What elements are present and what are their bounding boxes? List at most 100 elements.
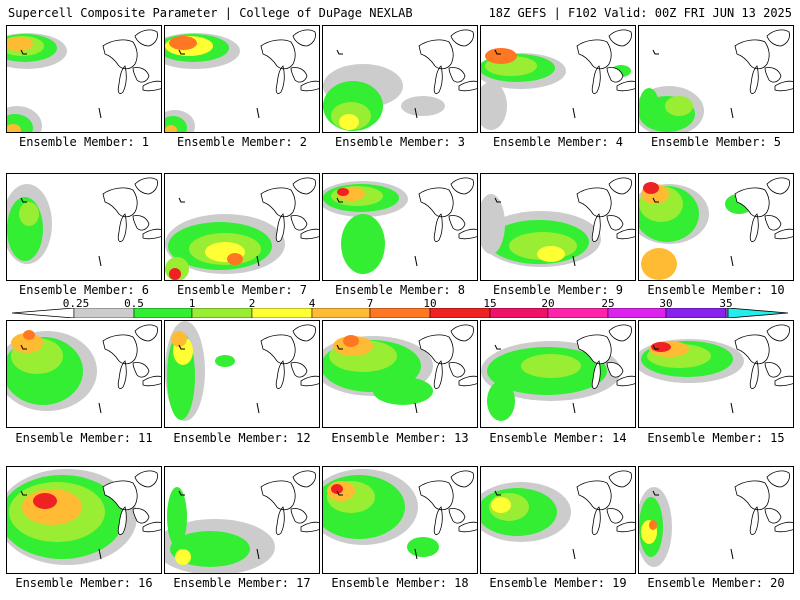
map-plot-9	[481, 177, 635, 267]
legend-swatch	[191, 308, 253, 318]
ensemble-map-16	[6, 466, 162, 574]
great-lakes-outline	[576, 324, 635, 389]
scp-contour	[169, 268, 181, 280]
legend-overflow-triangle	[727, 308, 788, 318]
map-plot-18	[323, 469, 477, 560]
great-lakes-outline	[734, 470, 793, 535]
ensemble-member-label: Ensemble Member: 15	[647, 431, 785, 445]
map-plot-11	[7, 324, 161, 414]
river-line	[256, 107, 260, 119]
scp-contour	[33, 493, 57, 509]
river-line	[652, 49, 659, 55]
map-plot-17	[165, 470, 319, 573]
great-lakes-outline	[576, 177, 635, 242]
map-plot-1	[7, 29, 161, 132]
ensemble-member-label: Ensemble Member: 2	[176, 135, 308, 149]
ensemble-map-5	[638, 25, 794, 133]
scp-contour	[485, 48, 517, 64]
run-valid-time: 18Z GEFS | F102 Valid: 00Z FRI JUN 13 20…	[488, 6, 792, 20]
river-line	[98, 107, 102, 119]
great-lakes-outline	[576, 29, 635, 94]
map-plot-3	[323, 29, 477, 131]
legend-swatch	[311, 308, 371, 318]
map-plot-2	[165, 29, 319, 132]
river-line	[336, 49, 343, 55]
river-line	[652, 197, 659, 203]
ensemble-map-14	[480, 320, 636, 428]
ensemble-member-label: Ensemble Member: 14	[489, 431, 627, 445]
map-plot-6	[7, 177, 161, 267]
map-plot-7	[165, 177, 319, 280]
river-line	[256, 402, 260, 414]
legend-swatch	[547, 308, 609, 318]
legend-swatch	[665, 308, 727, 318]
ensemble-map-12	[164, 320, 320, 428]
map-plot-13	[323, 324, 477, 414]
ensemble-member-label: Ensemble Member: 19	[489, 576, 627, 590]
river-line	[336, 197, 343, 203]
ensemble-map-8	[322, 173, 478, 281]
scp-contour	[401, 96, 445, 116]
ensemble-member-label: Ensemble Member: 12	[173, 431, 311, 445]
ensemble-member-label: Ensemble Member: 13	[331, 431, 469, 445]
great-lakes-outline	[260, 29, 319, 94]
scp-contour	[175, 549, 191, 565]
ensemble-member-label: Ensemble Member: 11	[15, 431, 153, 445]
scp-contour	[643, 182, 659, 194]
great-lakes-outline	[734, 324, 793, 389]
map-plot-16	[7, 469, 161, 565]
river-line	[730, 402, 734, 414]
scp-contour	[337, 188, 349, 196]
ensemble-member-label: Ensemble Member: 5	[650, 135, 782, 149]
ensemble-map-20	[638, 466, 794, 574]
legend-tick-label: 35	[719, 297, 733, 310]
river-line	[730, 107, 734, 119]
legend-tick-label: 10	[423, 297, 437, 310]
legend-swatch	[429, 308, 491, 318]
ensemble-map-17	[164, 466, 320, 574]
river-line	[494, 490, 501, 496]
map-plot-4	[481, 29, 635, 130]
map-plot-10	[639, 177, 793, 280]
legend-swatch	[251, 308, 313, 318]
great-lakes-outline	[418, 470, 477, 535]
great-lakes-outline	[102, 324, 161, 389]
map-title: Supercell Composite Parameter | College …	[8, 6, 413, 20]
map-plot-19	[481, 470, 635, 560]
great-lakes-outline	[260, 470, 319, 535]
great-lakes-outline	[260, 324, 319, 389]
great-lakes-outline	[102, 177, 161, 242]
ensemble-member-label: Ensemble Member: 16	[15, 576, 153, 590]
river-line	[178, 197, 185, 203]
legend-tick-label: 30	[659, 297, 673, 310]
map-plot-12	[165, 321, 319, 421]
scp-contour	[165, 125, 177, 132]
scp-contour	[481, 194, 505, 254]
ensemble-map-10	[638, 173, 794, 281]
scp-contour	[487, 381, 515, 421]
ensemble-member-label: Ensemble Member: 3	[334, 135, 466, 149]
ensemble-member-label: Ensemble Member: 20	[647, 576, 785, 590]
river-line	[178, 49, 185, 55]
great-lakes-outline	[734, 29, 793, 94]
river-line	[178, 490, 185, 496]
scp-contour	[171, 331, 187, 347]
scp-contour	[169, 36, 197, 50]
river-line	[98, 402, 102, 414]
scp-contour	[641, 248, 677, 280]
scp-contour	[407, 537, 439, 557]
scp-contour	[7, 37, 33, 51]
river-line	[730, 255, 734, 267]
ensemble-map-13	[322, 320, 478, 428]
river-line	[336, 490, 343, 496]
legend-tick-label: 7	[366, 297, 374, 310]
scp-contour	[215, 355, 235, 367]
legend-tick-label: 25	[601, 297, 615, 310]
legend-tick-label: 15	[483, 297, 497, 310]
river-line	[414, 402, 418, 414]
ensemble-map-1	[6, 25, 162, 133]
legend-tick-label: 0.25	[62, 297, 90, 310]
scp-contour	[491, 497, 511, 513]
ensemble-map-19	[480, 466, 636, 574]
ensemble-map-6	[6, 173, 162, 281]
